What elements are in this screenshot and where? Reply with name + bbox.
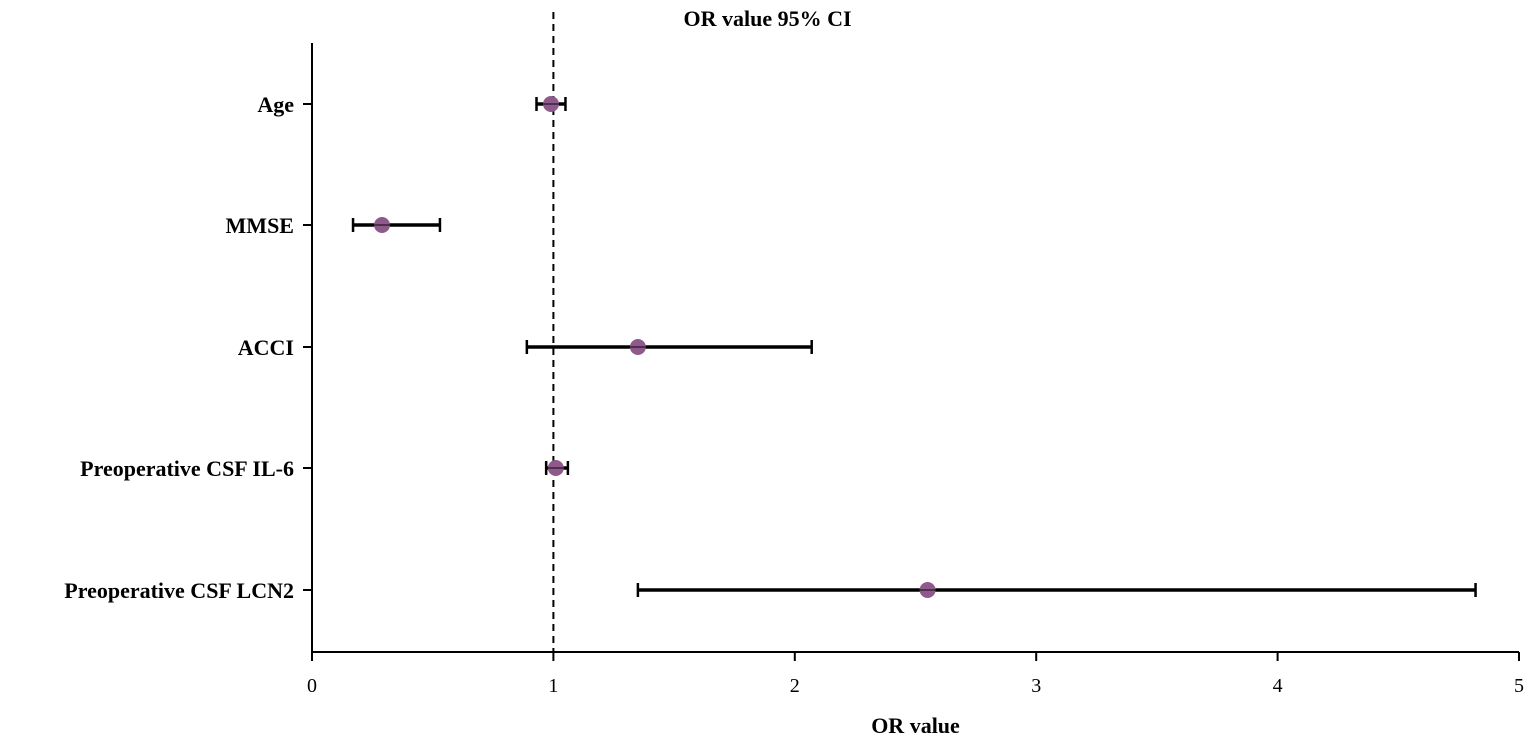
x-tick-label: 0 bbox=[307, 675, 317, 697]
y-category-label: MMSE bbox=[226, 213, 294, 238]
x-tick-label: 3 bbox=[1031, 675, 1041, 697]
x-axis-label: OR value bbox=[871, 713, 960, 738]
x-tick-label: 4 bbox=[1273, 675, 1283, 697]
x-tick-label: 2 bbox=[790, 675, 800, 697]
x-tick-label: 1 bbox=[548, 675, 558, 697]
y-category-label: Preoperative CSF LCN2 bbox=[64, 578, 294, 603]
chart-title: OR value 95% CI bbox=[683, 6, 852, 31]
y-category-label: ACCI bbox=[238, 335, 294, 360]
y-category-label: Age bbox=[257, 92, 294, 117]
x-tick-label: 5 bbox=[1514, 675, 1524, 697]
y-category-label: Preoperative CSF IL-6 bbox=[80, 456, 294, 481]
